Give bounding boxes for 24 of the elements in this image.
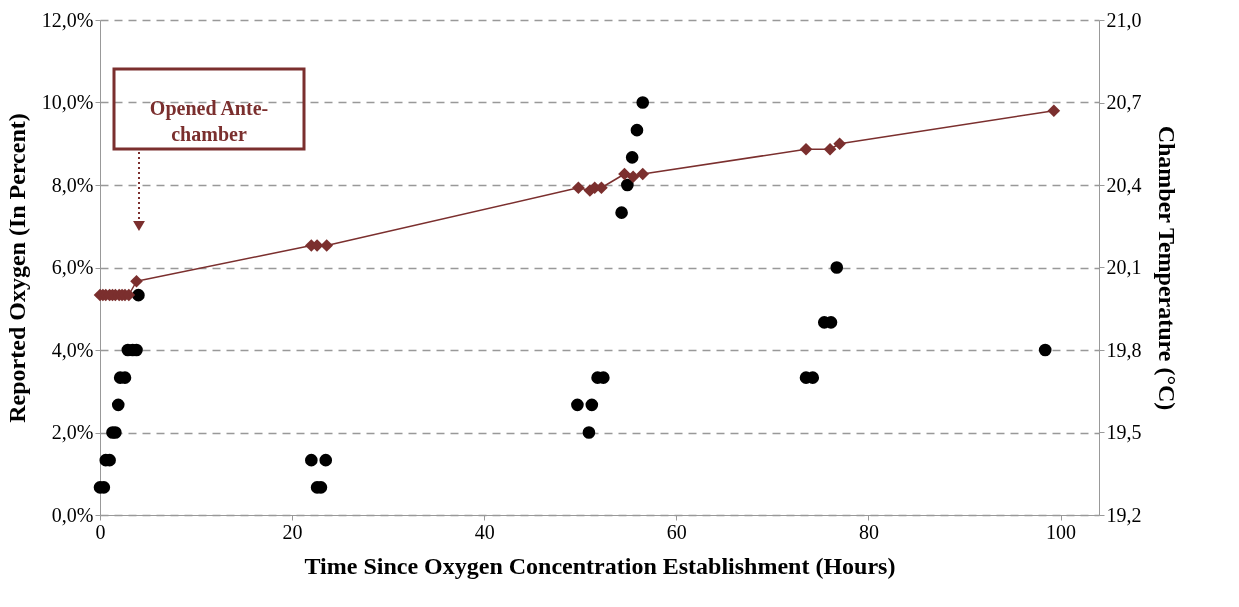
- y2-tick-label: 19,2: [1106, 503, 1142, 526]
- y-tick-label: 6,0%: [51, 256, 94, 278]
- y-tick-label: 8,0%: [51, 173, 94, 196]
- x-tick-label: 100: [1046, 520, 1077, 543]
- x-axis-title: Time Since Oxygen Concentration Establishment (Hours): [304, 552, 896, 579]
- x-tick-label: 20: [282, 520, 303, 543]
- y2-tick-label: 19,5: [1106, 421, 1142, 443]
- y2-axis-title: Chamber Temperature (°C): [1153, 125, 1180, 411]
- x-tick-label: 0: [95, 520, 106, 543]
- x-tick-label: 80: [858, 520, 879, 543]
- y2-tick-label: 20,4: [1106, 173, 1142, 196]
- y2-tick-label: 20,7: [1106, 91, 1142, 113]
- y-tick-label: 0,0%: [51, 503, 94, 526]
- y-tick-label: 4,0%: [51, 338, 94, 361]
- y-tick-label: 10,0%: [41, 91, 94, 113]
- y-tick-label: 12,0%: [41, 8, 94, 31]
- y-tick-label: 2,0%: [51, 421, 94, 443]
- y2-tick-label: 20,1: [1106, 256, 1142, 278]
- x-tick-label: 60: [666, 520, 687, 543]
- y2-tick-label: 19,8: [1106, 338, 1142, 361]
- y2-tick-label: 21,0: [1106, 8, 1142, 31]
- y-axis-title: Reported Oxygen (In Percent): [3, 113, 30, 423]
- x-tick-label: 40: [474, 520, 495, 543]
- annotation: Opened Ante- chamber: [149, 97, 269, 145]
